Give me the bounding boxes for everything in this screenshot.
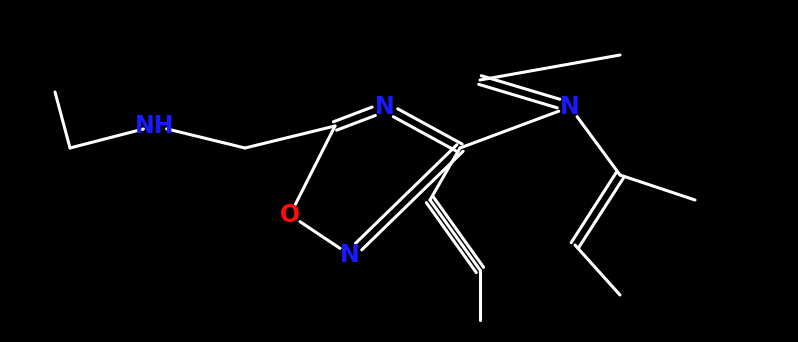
Text: NH: NH — [135, 114, 175, 138]
Text: N: N — [560, 95, 580, 119]
Text: N: N — [375, 95, 395, 119]
Text: N: N — [340, 243, 360, 267]
Text: O: O — [280, 203, 300, 227]
